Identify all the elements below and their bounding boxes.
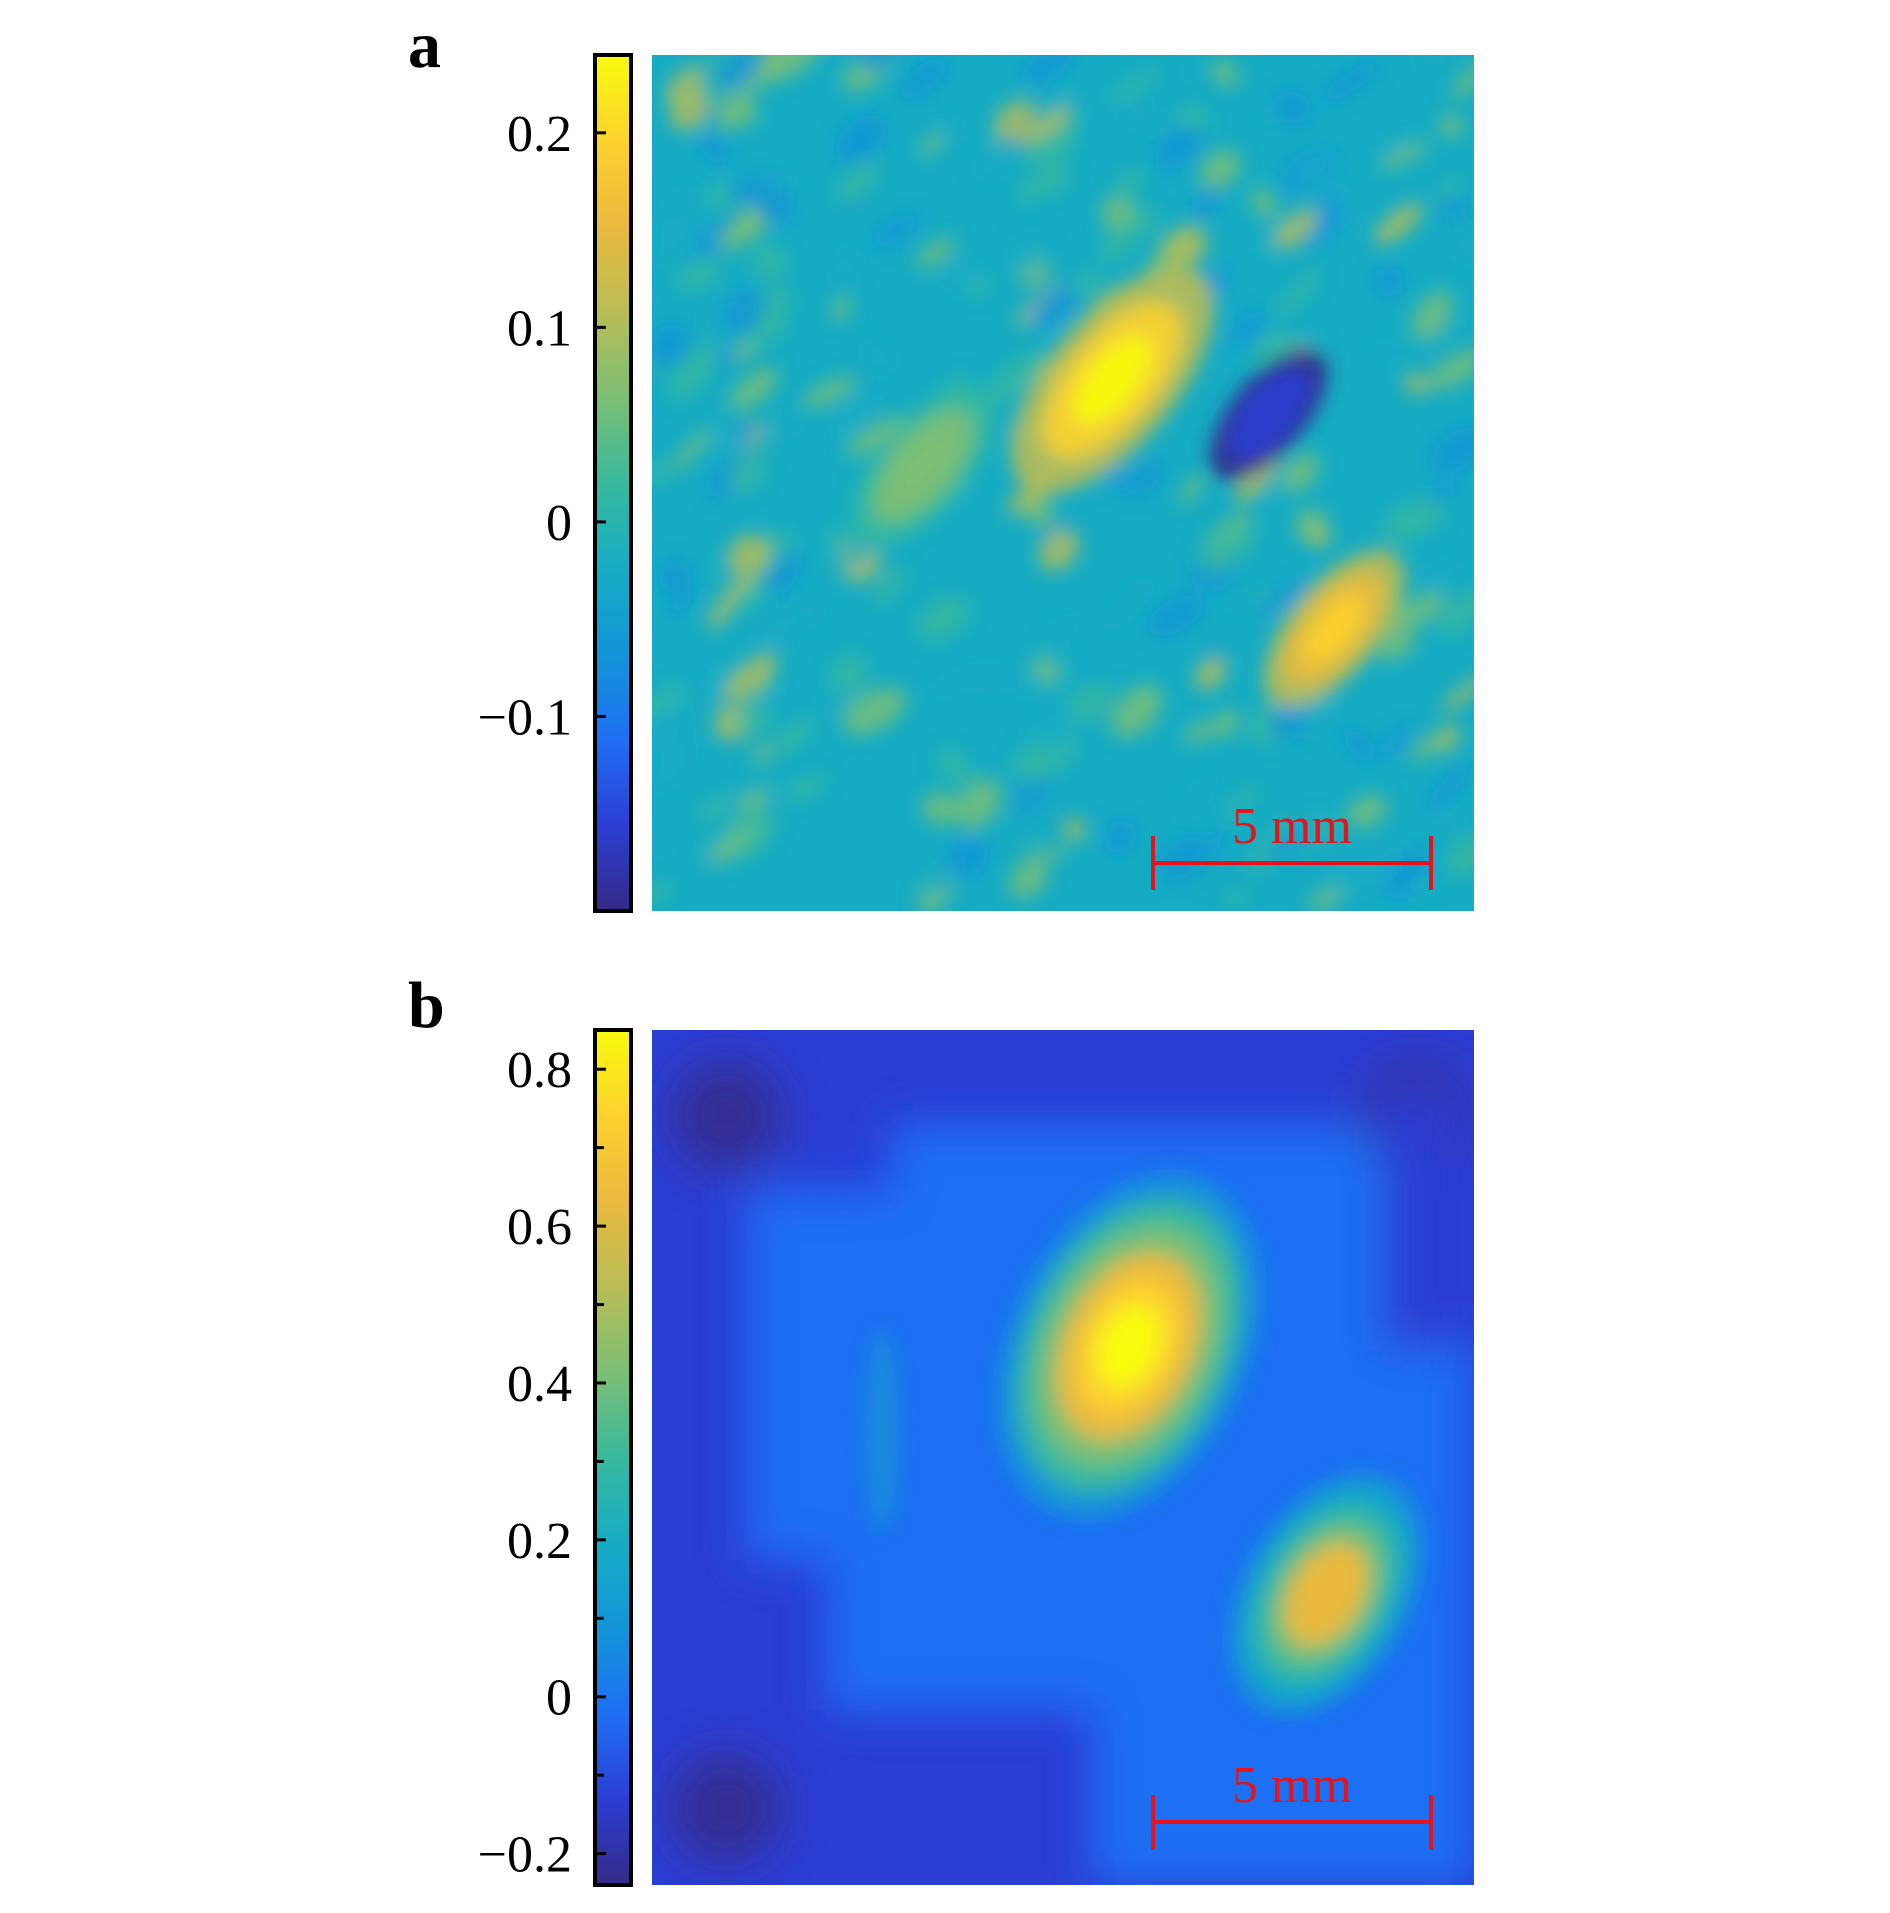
heatmap-a	[652, 55, 1474, 911]
colorbar-tick-label: 0.2	[507, 1513, 572, 1570]
colorbar-tick-label: 0.1	[507, 300, 572, 357]
colorbar-tick-label: 0.2	[507, 106, 572, 163]
colorbar-tick-label: 0.8	[507, 1042, 572, 1099]
heatmap-a-mid-highlight	[892, 431, 955, 501]
colorbar-b-gradient	[593, 1028, 633, 1887]
scale-bar-a-label: 5 mm	[1232, 798, 1352, 855]
colorbar-tick-label: −0.2	[478, 1827, 572, 1884]
heatmap-b	[652, 1030, 1474, 1885]
heatmap-b-left-ridge	[866, 1330, 898, 1530]
heatmap-a-bright-region	[1072, 336, 1152, 425]
heatmap-b-right-strip	[1382, 1090, 1452, 1350]
colorbar-tick-label: 0	[546, 1670, 572, 1727]
colorbar-tick-label: 0.6	[507, 1199, 572, 1256]
colorbar-a-gradient	[593, 53, 633, 913]
scale-bar-b: 5 mm	[1151, 1757, 1433, 1850]
colorbar-b-ticks: −0.2 0 0.2 0.4 0.6 0.8	[478, 1042, 606, 1884]
panel-a: a −0.1 0 0.1 0.2 5 mm	[408, 9, 1474, 913]
heatmap-b-corner-dark-bottom-left	[670, 1753, 781, 1864]
panel-a-label: a	[408, 9, 441, 82]
heatmap-a-second-bright-region	[1303, 594, 1366, 663]
heatmap-b-primary-peak	[1096, 1305, 1162, 1388]
panel-b-label: b	[408, 969, 445, 1042]
colorbar-tick-label: 0.4	[507, 1356, 572, 1413]
scale-bar-a: 5 mm	[1151, 798, 1433, 890]
panel-b: b −0.2 0 0.2 0.4 0.6 0.8 5 mm	[408, 969, 1474, 1887]
colorbar-a-ticks: −0.1 0 0.1 0.2	[478, 106, 606, 746]
colorbar-tick-label: 0	[546, 495, 572, 552]
colorbar-tick-label: −0.1	[478, 689, 572, 746]
scale-bar-b-label: 5 mm	[1232, 1757, 1352, 1814]
colorbar-a: −0.1 0 0.1 0.2	[478, 53, 633, 913]
colorbar-b: −0.2 0 0.2 0.4 0.6 0.8	[478, 1028, 633, 1887]
heatmap-b-corner-dark-top-left	[670, 1060, 781, 1171]
heatmap-b-secondary-peak	[1299, 1561, 1354, 1627]
heatmap-a-dark-band	[1227, 368, 1310, 461]
